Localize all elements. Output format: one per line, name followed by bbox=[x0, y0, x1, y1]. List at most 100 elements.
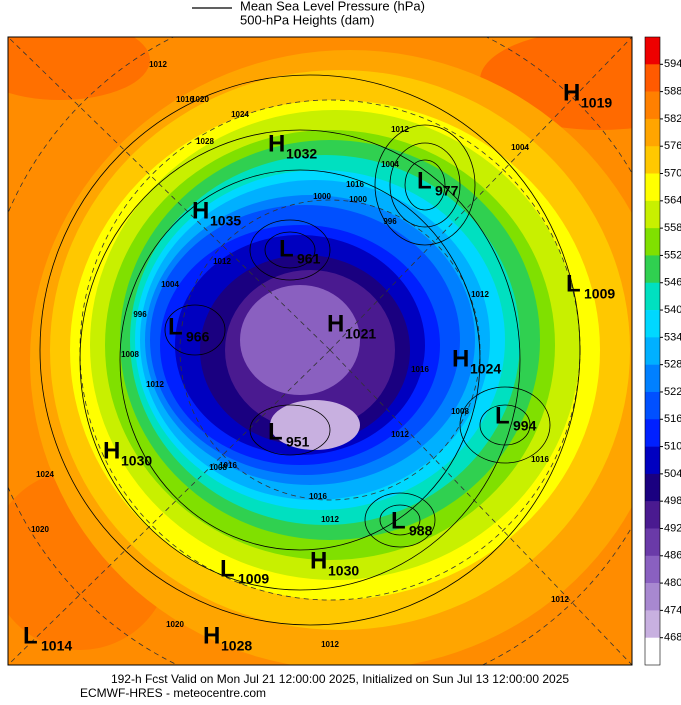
colorbar-label: 468 bbox=[664, 632, 681, 644]
pressure-center: L 1014 bbox=[23, 622, 72, 653]
color-band bbox=[645, 146, 660, 174]
contour-label: 1016 bbox=[531, 455, 549, 464]
contour-label: 1020 bbox=[191, 95, 209, 104]
center-letter: L bbox=[168, 313, 183, 340]
center-letter: H bbox=[268, 130, 285, 157]
colorbar-label: 540 bbox=[664, 304, 681, 316]
pressure-center: H 1030 bbox=[103, 437, 152, 468]
center-letter: L bbox=[391, 507, 406, 534]
colorbar-label: 588 bbox=[664, 86, 681, 98]
contour-label: 1012 bbox=[213, 257, 231, 266]
contour-label: 1012 bbox=[149, 60, 167, 69]
pressure-center: H 1030 bbox=[310, 547, 359, 578]
color-band bbox=[645, 446, 660, 475]
center-value: 1032 bbox=[286, 146, 317, 162]
colorbar-label: 552 bbox=[664, 249, 681, 261]
pressure-center: H 1021 bbox=[327, 310, 376, 341]
contour-label: 1016 bbox=[309, 492, 327, 501]
color-band bbox=[645, 528, 660, 557]
contour-label: 1020 bbox=[31, 525, 49, 534]
center-value: 1028 bbox=[221, 638, 252, 654]
contour-label: 1024 bbox=[231, 110, 249, 119]
pressure-center: L 951 bbox=[268, 418, 310, 449]
colorbar-label: 558 bbox=[664, 222, 681, 234]
color-band bbox=[645, 364, 660, 393]
colorbar-label: 486 bbox=[664, 550, 681, 562]
color-band bbox=[645, 64, 660, 92]
colorbar-label: 522 bbox=[664, 386, 681, 398]
map-frame bbox=[7, 36, 633, 666]
center-letter: L bbox=[495, 402, 510, 429]
colorbar-label: 474 bbox=[664, 604, 681, 616]
center-letter: L bbox=[566, 270, 581, 297]
center-value: 1014 bbox=[41, 638, 72, 654]
colorbar-label: 498 bbox=[664, 495, 681, 507]
colorbar-label: 492 bbox=[664, 522, 681, 534]
contour-label: 1008 bbox=[451, 407, 469, 416]
contour-label: 1016 bbox=[219, 461, 237, 470]
colorbar-label: 576 bbox=[664, 140, 681, 152]
contour-label: 1012 bbox=[471, 290, 489, 299]
color-band bbox=[645, 118, 660, 147]
contour-label: 1012 bbox=[391, 125, 409, 134]
contour-label: 1012 bbox=[146, 380, 164, 389]
pressure-center: L 988 bbox=[391, 507, 433, 538]
colorbar-label: 546 bbox=[664, 277, 681, 289]
center-value: 1021 bbox=[345, 326, 376, 342]
colorbar-label: 510 bbox=[664, 440, 681, 452]
legend-text: Mean Sea Level Pressure (hPa) bbox=[240, 0, 425, 13]
pressure-center: H 1035 bbox=[192, 197, 241, 228]
center-letter: H bbox=[327, 310, 344, 337]
colorbar-label: 564 bbox=[664, 195, 681, 207]
contour-label: 1028 bbox=[196, 137, 214, 146]
contour-label: 1016 bbox=[346, 180, 364, 189]
colorbar-label: 504 bbox=[664, 468, 681, 480]
colorbar-label: 480 bbox=[664, 577, 681, 589]
contour-label: 1012 bbox=[321, 515, 339, 524]
color-band bbox=[645, 501, 660, 529]
color-band bbox=[645, 419, 660, 447]
contour-label: 1020 bbox=[166, 620, 184, 629]
color-band bbox=[645, 37, 660, 65]
center-value: 961 bbox=[297, 251, 321, 267]
center-value: 1009 bbox=[584, 286, 615, 302]
center-letter: H bbox=[192, 197, 209, 224]
contour-label: 1024 bbox=[36, 470, 54, 479]
pressure-center: L 961 bbox=[279, 235, 321, 266]
center-value: 951 bbox=[286, 434, 310, 450]
footer-text: 192-h Fcst Valid on Mon Jul 21 12:00:00 … bbox=[111, 672, 569, 686]
contour-label: 1000 bbox=[349, 195, 367, 204]
contour-label: 1012 bbox=[551, 595, 569, 604]
center-letter: L bbox=[23, 622, 38, 649]
contour-label: 1012 bbox=[391, 430, 409, 439]
center-letter: H bbox=[563, 79, 580, 106]
colorbar-label: 582 bbox=[664, 113, 681, 125]
contour-label: 1012 bbox=[321, 640, 339, 649]
color-band bbox=[645, 282, 660, 311]
colorbar-label: 516 bbox=[664, 413, 681, 425]
center-letter: H bbox=[103, 437, 120, 464]
contour-label: 1004 bbox=[381, 160, 399, 169]
legend-text: 500-hPa Heights (dam) bbox=[240, 12, 374, 27]
color-band bbox=[645, 391, 660, 420]
colorbar-label: 570 bbox=[664, 167, 681, 179]
color-band bbox=[645, 473, 660, 502]
color-band bbox=[645, 610, 660, 638]
color-band bbox=[645, 228, 660, 256]
center-letter: H bbox=[203, 622, 220, 649]
center-value: 966 bbox=[186, 329, 210, 345]
color-band bbox=[645, 200, 660, 229]
center-value: 1030 bbox=[121, 453, 152, 469]
color-band bbox=[645, 310, 660, 338]
contour-label: 996 bbox=[133, 310, 147, 319]
center-value: 1030 bbox=[328, 563, 359, 579]
contour-label: 1004 bbox=[511, 143, 529, 152]
pressure-center: L 994 bbox=[495, 402, 537, 433]
center-value: 988 bbox=[409, 523, 433, 539]
color-band bbox=[645, 637, 660, 666]
center-letter: H bbox=[452, 345, 469, 372]
contour-label: 1016 bbox=[411, 365, 429, 374]
center-value: 1009 bbox=[238, 571, 269, 587]
